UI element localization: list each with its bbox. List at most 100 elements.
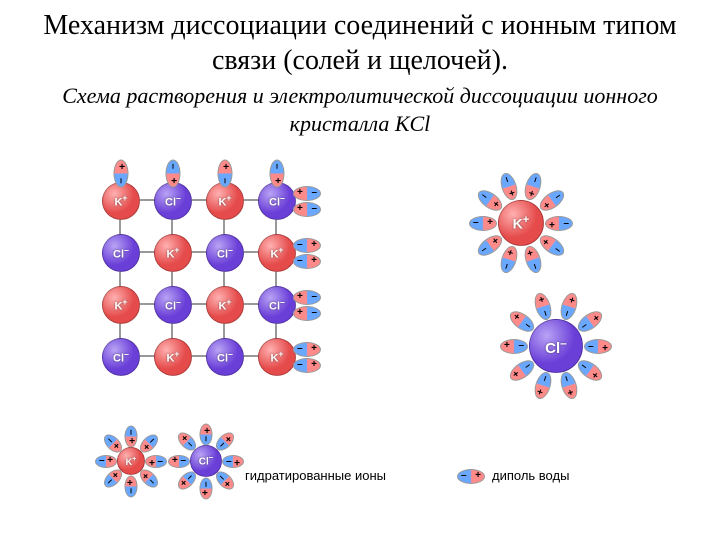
- lattice-k-ion-label: K+: [270, 350, 283, 365]
- water-dipole: –+: [293, 186, 321, 201]
- dipole-plus: +: [201, 427, 211, 433]
- dipole-plus: +: [311, 344, 317, 354]
- lattice-k-ion: K+: [154, 234, 192, 272]
- dipole-plus: +: [506, 189, 517, 198]
- dipole-minus: –: [180, 456, 186, 466]
- lattice-cl-ion-label: Cl–: [165, 298, 181, 313]
- dipole-minus: –: [501, 176, 512, 184]
- dipole-minus: –: [220, 177, 230, 183]
- dipole-minus: –: [523, 361, 533, 372]
- dipole-plus: +: [107, 456, 113, 466]
- lattice-k-ion: K+: [258, 338, 296, 376]
- lattice-cl-ion-label: Cl–: [217, 350, 233, 365]
- dipole-plus: +: [541, 199, 552, 211]
- water-dipole: –+: [293, 202, 321, 217]
- dipole-plus: +: [511, 369, 522, 381]
- dipole-plus: +: [590, 369, 601, 381]
- solvated-k-ion-label: K+: [513, 215, 530, 231]
- lattice-cl-ion: Cl–: [258, 286, 296, 324]
- dipole-minus: –: [168, 163, 178, 169]
- dipole-plus: +: [297, 292, 303, 302]
- lattice-k-ion: K+: [206, 182, 244, 220]
- lattice-k-ion: K+: [102, 182, 140, 220]
- water-dipole: –+: [270, 159, 285, 187]
- dipole-plus: +: [297, 204, 303, 214]
- lattice-k-ion-label: K+: [166, 350, 179, 365]
- dipole-minus: –: [563, 218, 569, 228]
- dipole-plus: +: [311, 240, 317, 250]
- legend-dipole-text: диполь воды: [492, 468, 569, 483]
- dipole-plus: +: [590, 311, 601, 323]
- lattice-cl-ion: Cl–: [102, 234, 140, 272]
- dipole-plus: +: [126, 479, 136, 485]
- lattice-k-ion-label: K+: [114, 194, 127, 209]
- dipole-minus: –: [99, 456, 105, 466]
- dipole-minus: –: [529, 262, 540, 270]
- dipole-plus: +: [272, 177, 282, 183]
- legend-cl-ion-label: Cl–: [199, 454, 213, 467]
- water-dipole: –+: [145, 455, 167, 468]
- solvated-k-ion: K+: [498, 200, 544, 246]
- dipole-minus: –: [116, 177, 126, 183]
- dipole-plus: +: [565, 295, 576, 304]
- lattice-cl-ion: Cl–: [154, 286, 192, 324]
- dipole-plus: +: [511, 311, 522, 323]
- dipole-minus: –: [201, 435, 211, 441]
- lattice-cl-ion: Cl–: [206, 338, 244, 376]
- water-dipole: –+: [168, 455, 190, 468]
- dipole-minus: –: [311, 204, 317, 214]
- legend-hydrated-text: гидратированные ионы: [245, 468, 386, 483]
- dipole-plus: +: [535, 295, 546, 304]
- lattice-cl-ion: Cl–: [206, 234, 244, 272]
- dipole-minus: –: [297, 344, 303, 354]
- water-dipole: –+: [293, 306, 321, 321]
- water-dipole: –+: [293, 254, 321, 269]
- water-dipole: –+: [293, 290, 321, 305]
- lattice-cl-ion-label: Cl–: [113, 350, 129, 365]
- dipole-minus: –: [226, 456, 232, 466]
- lattice-cl-ion: Cl–: [102, 338, 140, 376]
- dipole-plus: +: [297, 308, 303, 318]
- dipole-minus: –: [126, 487, 136, 493]
- dipole-minus: –: [297, 256, 303, 266]
- dipole-plus: +: [504, 341, 510, 351]
- lattice-k-ion: K+: [102, 286, 140, 324]
- dipole-minus: –: [311, 308, 317, 318]
- dipole-minus: –: [579, 320, 589, 331]
- lattice-cl-ion-label: Cl–: [165, 194, 181, 209]
- water-dipole: –+: [95, 455, 117, 468]
- lattice-k-ion-label: K+: [114, 298, 127, 313]
- dipole-plus: +: [549, 218, 555, 228]
- dipole-minus: –: [529, 176, 540, 184]
- dipole-plus: +: [149, 456, 155, 466]
- lattice-k-ion-label: K+: [270, 246, 283, 261]
- dipole-minus: –: [552, 191, 562, 202]
- lattice-k-ion-label: K+: [166, 246, 179, 261]
- dipole-minus: –: [540, 309, 551, 317]
- water-dipole: –+: [125, 425, 138, 447]
- dipole-minus: –: [473, 218, 479, 228]
- dipole-plus: +: [475, 471, 481, 481]
- diagram-canvas: K+ Cl– K+ Cl– Cl– K+ Cl– K+ K+ Cl– K+ Cl– Cl– K+ Cl– K+…: [0, 160, 720, 540]
- dipole-plus: +: [565, 388, 576, 397]
- dipole-plus: +: [201, 489, 211, 495]
- water-dipole: –+: [125, 475, 138, 497]
- water-dipole: –+: [584, 339, 612, 354]
- dipole-plus: +: [126, 437, 136, 443]
- dipole-minus: –: [297, 360, 303, 370]
- lattice-k-ion: K+: [258, 234, 296, 272]
- lattice-cl-ion-label: Cl–: [269, 194, 285, 209]
- dipole-minus: –: [561, 309, 572, 317]
- dipole-plus: +: [525, 189, 536, 198]
- dipole-minus: –: [461, 471, 467, 481]
- dipole-minus: –: [311, 292, 317, 302]
- water-dipole: –+: [200, 423, 213, 445]
- solvated-cl-ion: Cl–: [529, 319, 583, 373]
- lattice-k-ion: K+: [154, 338, 192, 376]
- dipole-plus: +: [491, 235, 502, 247]
- page-title: Механизм диссоциации соединений с ионным…: [0, 0, 720, 78]
- lattice-cl-ion: Cl–: [154, 182, 192, 220]
- dipole-minus: –: [201, 481, 211, 487]
- lattice-cl-ion-label: Cl–: [217, 246, 233, 261]
- dipole-minus: –: [588, 341, 594, 351]
